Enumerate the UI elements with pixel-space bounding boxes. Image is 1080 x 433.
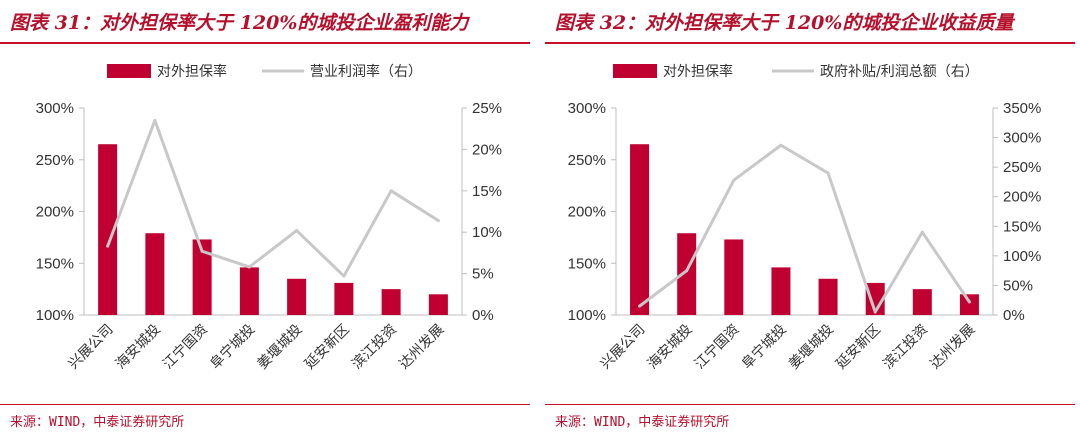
bar xyxy=(192,239,212,315)
bar xyxy=(428,294,448,315)
line-point xyxy=(826,171,830,175)
line-series xyxy=(106,118,440,278)
line-series xyxy=(638,143,971,314)
category-label: 姜堰城投 xyxy=(255,322,306,373)
bar xyxy=(381,289,401,315)
line-point xyxy=(200,249,204,253)
line-point xyxy=(295,229,299,233)
category-label: 达州发展 xyxy=(927,322,978,373)
source-note: 来源：WIND，中泰证券研究所 xyxy=(555,415,730,430)
legend-label: 营业利润率（右） xyxy=(310,63,422,80)
left-tick-label: 200% xyxy=(36,204,74,221)
category-label: 兴展公司 xyxy=(66,322,117,373)
source-note: 来源：WIND，中泰证券研究所 xyxy=(10,415,185,430)
bar xyxy=(865,282,885,315)
right-tick-label: 200% xyxy=(1003,189,1041,206)
category-label: 海安城投 xyxy=(645,322,696,373)
bar xyxy=(239,267,259,315)
chart-title: 图表 32：对外担保率大于 120%的城投企业收益质量 xyxy=(555,12,1014,34)
bar xyxy=(771,267,791,315)
left-tick-label: 250% xyxy=(568,152,606,169)
right-tick-label: 50% xyxy=(1003,277,1033,294)
left-tick-label: 250% xyxy=(36,152,74,169)
left-tick-label: 300% xyxy=(36,100,74,117)
chart-panel-right: 图表 32：对外担保率大于 120%的城投企业收益质量 100% 150% 200%… xyxy=(545,0,1075,433)
line-point xyxy=(389,189,393,193)
line-point xyxy=(153,118,157,122)
chart-canvas: 100% 150% 200% 250% 300% 0% 5% 10% 15% 20% 25% 兴展公司… xyxy=(36,63,502,373)
right-tick-label: 100% xyxy=(1003,248,1041,265)
left-tick-label: 200% xyxy=(568,204,606,221)
line-point xyxy=(342,274,346,278)
chart-title: 图表 31：对外担保率大于 120%的城投企业盈利能力 xyxy=(10,12,469,34)
bar xyxy=(724,239,744,315)
bar xyxy=(959,294,979,315)
line-point xyxy=(106,244,110,248)
category-label: 延安新区 xyxy=(833,322,884,373)
right-tick-label: 150% xyxy=(1003,218,1041,235)
left-tick-label: 150% xyxy=(36,255,74,272)
line-point xyxy=(247,265,251,269)
legend-bar-swatch xyxy=(613,64,657,78)
line-point xyxy=(638,304,642,308)
source-divider xyxy=(0,404,530,405)
category-label: 兴展公司 xyxy=(597,322,648,373)
category-label: 延安新区 xyxy=(302,322,353,373)
bar xyxy=(287,278,307,315)
right-tick-label: 350% xyxy=(1003,100,1041,117)
right-tick-label: 250% xyxy=(1003,159,1041,176)
line-point xyxy=(873,310,877,314)
line-point xyxy=(685,269,689,273)
legend-label: 对外担保率 xyxy=(663,63,733,80)
line-point xyxy=(920,230,924,234)
bar xyxy=(912,289,932,315)
category-label: 海安城投 xyxy=(113,322,164,373)
category-label: 阜宁城投 xyxy=(207,321,259,373)
bar xyxy=(818,278,838,315)
left-tick-label: 300% xyxy=(568,100,606,117)
line-point xyxy=(732,178,736,182)
right-tick-label: 10% xyxy=(472,224,502,241)
title-divider xyxy=(545,42,1075,44)
chart-canvas: 100% 150% 200% 250% 300% 0% 50% 100% 150% 200% 250… xyxy=(568,63,1042,373)
left-tick-label: 150% xyxy=(568,255,606,272)
bar xyxy=(677,233,697,315)
right-tick-label: 15% xyxy=(472,183,502,200)
legend-label: 政府补贴/利润总额（右） xyxy=(820,64,979,80)
category-label: 江宁国资 xyxy=(691,321,743,373)
right-tick-label: 25% xyxy=(472,100,502,117)
bar xyxy=(145,233,165,315)
line-point xyxy=(436,219,440,223)
line-point xyxy=(779,143,783,147)
category-label: 姜堰城投 xyxy=(786,322,837,373)
chart-panel-left: 图表 31：对外担保率大于 120%的城投企业盈利能力 100% 150% 200%… xyxy=(0,0,530,433)
bar xyxy=(334,282,354,315)
source-divider xyxy=(545,404,1075,405)
category-label: 江宁国资 xyxy=(159,321,211,373)
bar xyxy=(630,144,650,315)
category-label: 滨江投资 xyxy=(880,322,931,373)
bar xyxy=(98,144,118,315)
right-tick-label: 20% xyxy=(472,141,502,158)
left-tick-label: 100% xyxy=(36,307,74,324)
right-tick-label: 300% xyxy=(1003,130,1041,147)
right-tick-label: 0% xyxy=(472,307,494,324)
title-divider xyxy=(0,42,530,44)
category-label: 阜宁城投 xyxy=(738,321,790,373)
legend-label: 对外担保率 xyxy=(157,63,227,80)
right-tick-label: 0% xyxy=(1003,307,1025,324)
legend-bar-swatch xyxy=(107,64,151,78)
line-point xyxy=(967,300,971,304)
right-tick-label: 5% xyxy=(472,266,494,283)
left-tick-label: 100% xyxy=(568,307,606,324)
category-label: 达州发展 xyxy=(396,322,447,373)
category-label: 滨江投资 xyxy=(349,322,400,373)
